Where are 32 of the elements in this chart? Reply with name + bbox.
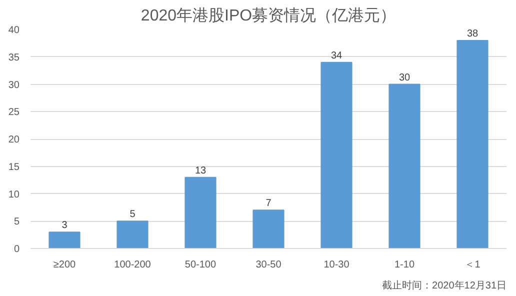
bar xyxy=(252,210,284,248)
x-tick-label: ＜1 xyxy=(464,260,481,270)
data-label: 3 xyxy=(62,220,68,232)
chart-title: 2020年港股IPO募资情况（亿港元） xyxy=(140,6,396,24)
y-tick-label: 10 xyxy=(8,189,20,200)
data-label: 7 xyxy=(266,198,272,210)
data-label: 13 xyxy=(194,165,206,176)
x-tick-label: 10-30 xyxy=(324,260,350,270)
data-label: 34 xyxy=(330,50,342,62)
data-label: 30 xyxy=(398,72,410,84)
data-label: 5 xyxy=(130,209,136,220)
x-tick-label: 1-10 xyxy=(394,260,415,270)
bar xyxy=(184,176,216,248)
y-tick-label: 40 xyxy=(8,25,20,36)
y-tick-label: 5 xyxy=(14,216,20,228)
text: 截止时间：2020年12月31日 xyxy=(382,280,507,292)
data-label: 38 xyxy=(466,28,478,40)
y-tick-label: 15 xyxy=(8,162,20,173)
bar xyxy=(116,220,148,248)
x-tick-label: 50-100 xyxy=(184,260,217,270)
bar xyxy=(48,232,80,248)
bar xyxy=(456,40,488,248)
y-tick-label: 20 xyxy=(8,134,20,146)
x-tick-label: ≥200 xyxy=(53,260,76,270)
y-tick-label: 25 xyxy=(8,107,20,118)
y-tick-label: 30 xyxy=(8,80,20,91)
x-tick-label: 30-50 xyxy=(256,260,282,270)
y-tick-label: 0 xyxy=(14,244,20,255)
bar xyxy=(320,62,352,248)
x-tick-label: 100-200 xyxy=(114,260,152,270)
y-tick-label: 35 xyxy=(8,52,20,64)
bar xyxy=(388,84,420,248)
